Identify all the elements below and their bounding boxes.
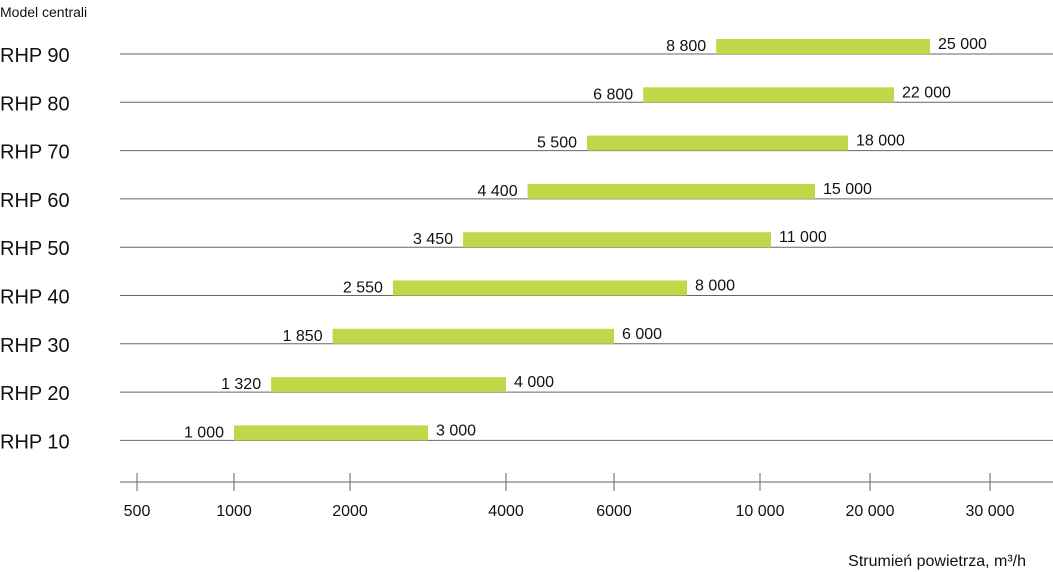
row-label: RHP 80 [0, 93, 70, 115]
range-min-label: 2 550 [343, 280, 383, 297]
range-min-label: 5 500 [537, 135, 577, 152]
row-rhp-70: RHP 70 5 500 18 000 [0, 133, 1053, 164]
range-max-label: 4 000 [514, 374, 554, 391]
range-max-label: 3 000 [436, 422, 476, 439]
row-label: RHP 10 [0, 431, 70, 453]
range-max-label: 11 000 [779, 229, 827, 246]
row-rhp-50: RHP 50 3 450 11 000 [0, 229, 1053, 260]
range-bar [587, 135, 848, 151]
row-label: RHP 40 [0, 287, 70, 309]
row-rhp-20: RHP 20 1 320 4 000 [0, 374, 1053, 405]
range-min-label: 6 800 [593, 86, 633, 103]
range-max-label: 18 000 [856, 133, 905, 150]
x-tick-label: 6000 [596, 503, 632, 520]
x-tick-label: 4000 [488, 503, 524, 520]
row-rhp-80: RHP 80 6 800 22 000 [0, 84, 1053, 115]
range-bar [392, 280, 687, 296]
range-min-label: 1 850 [283, 328, 323, 345]
range-bar [234, 425, 428, 441]
x-axis: 500 1000 2000 4000 6000 10 000 20 000 30 000 [120, 473, 1053, 520]
row-rhp-10: RHP 10 1 000 3 000 [0, 422, 1053, 453]
range-max-label: 25 000 [938, 36, 987, 53]
row-rhp-90: RHP 90 8 800 25 000 [0, 36, 1053, 67]
range-max-label: 6 000 [622, 326, 662, 343]
x-tick-label: 500 [124, 503, 151, 520]
range-max-label: 15 000 [823, 181, 872, 198]
x-tick-label: 10 000 [736, 503, 785, 520]
x-tick-label: 1000 [216, 503, 252, 520]
range-bar [643, 87, 894, 103]
range-min-label: 8 800 [666, 38, 706, 55]
row-rhp-40: RHP 40 2 550 8 000 [0, 278, 1053, 309]
range-max-label: 22 000 [902, 84, 951, 101]
range-min-label: 4 400 [478, 183, 518, 200]
row-label: RHP 60 [0, 190, 70, 212]
row-rhp-30: RHP 30 1 850 6 000 [0, 326, 1053, 357]
y-axis-title: Model centrali [0, 4, 87, 20]
row-label: RHP 20 [0, 383, 70, 405]
x-tick-label: 20 000 [846, 503, 895, 520]
row-label: RHP 90 [0, 45, 70, 67]
range-bar [332, 328, 614, 344]
x-tick-label: 2000 [332, 503, 368, 520]
range-min-label: 3 450 [413, 231, 453, 248]
row-label: RHP 30 [0, 335, 70, 357]
range-max-label: 8 000 [695, 278, 735, 295]
range-bar [527, 183, 815, 199]
row-label: RHP 50 [0, 238, 70, 260]
range-min-label: 1 000 [184, 424, 224, 441]
x-axis-title: Strumień powietrza, m³/h [848, 553, 1026, 570]
range-bar [271, 377, 506, 393]
range-min-label: 1 320 [221, 376, 261, 393]
x-tick-label: 30 000 [966, 503, 1015, 520]
range-bar [716, 39, 930, 54]
range-bar [463, 232, 771, 248]
row-label: RHP 70 [0, 142, 70, 164]
row-rhp-60: RHP 60 4 400 15 000 [0, 181, 1053, 212]
